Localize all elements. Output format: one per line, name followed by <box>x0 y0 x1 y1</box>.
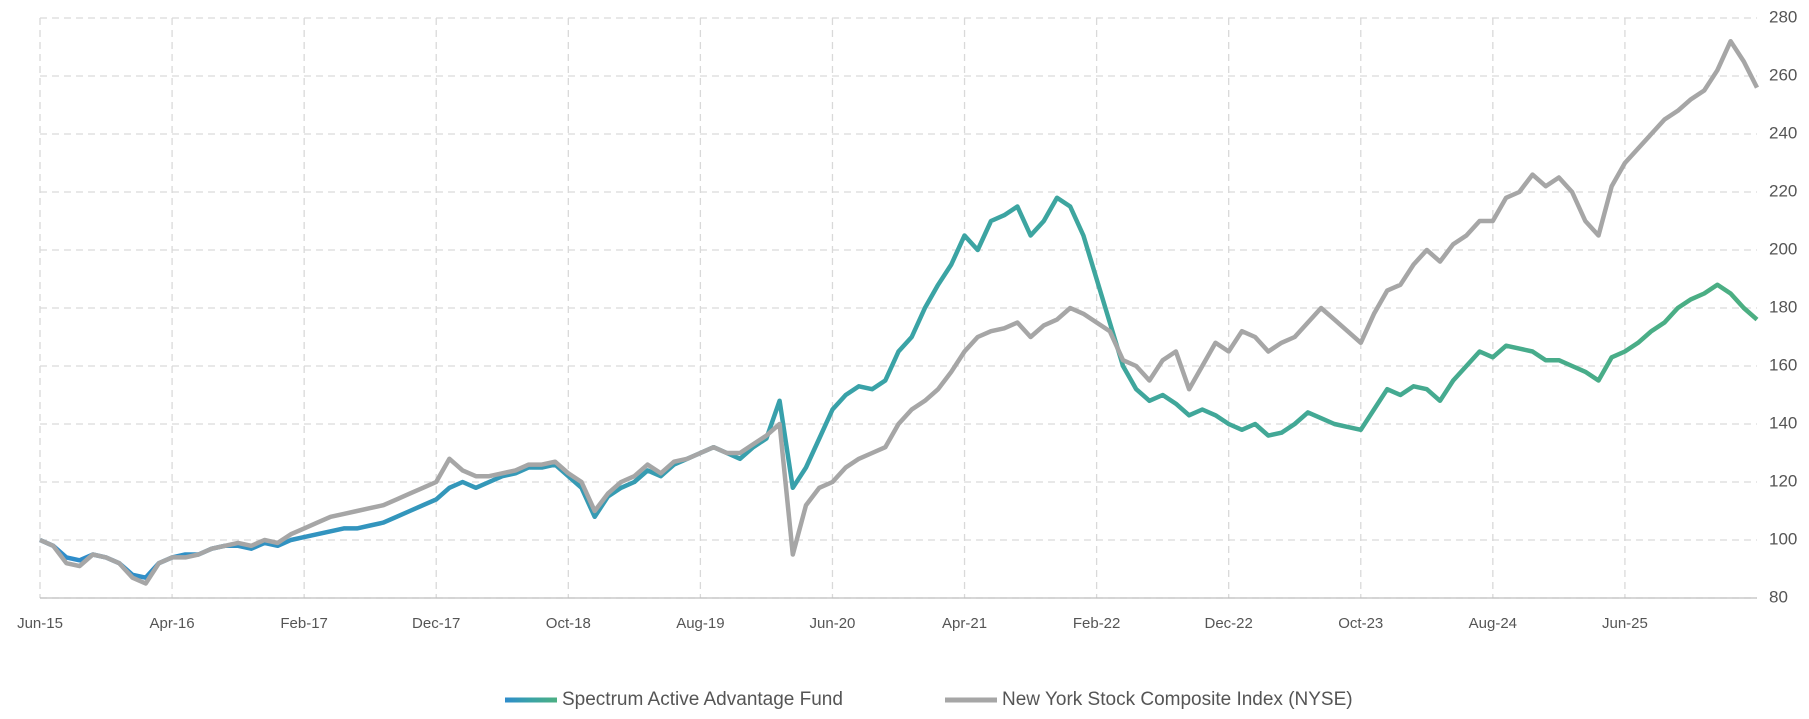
x-tick-label: Oct-18 <box>546 615 591 632</box>
x-tick-label: Dec-22 <box>1205 615 1253 632</box>
y-tick-label: 80 <box>1769 587 1788 606</box>
legend-label: Spectrum Active Advantage Fund <box>562 689 843 710</box>
y-tick-label: 260 <box>1769 65 1797 84</box>
y-tick-label: 140 <box>1769 413 1797 432</box>
y-tick-label: 220 <box>1769 181 1797 200</box>
x-tick-label: Dec-17 <box>412 615 460 632</box>
y-tick-label: 120 <box>1769 471 1797 490</box>
legend-swatch <box>945 697 997 703</box>
x-tick-label: Jun-15 <box>17 615 63 632</box>
x-tick-label: Aug-24 <box>1469 615 1517 632</box>
legend-swatch <box>505 697 557 703</box>
x-tick-label: Oct-23 <box>1338 615 1383 632</box>
x-tick-label: Jun-25 <box>1602 615 1648 632</box>
y-tick-label: 160 <box>1769 355 1797 374</box>
y-tick-label: 180 <box>1769 297 1797 316</box>
x-tick-label: Apr-16 <box>150 615 195 632</box>
x-tick-label: Jun-20 <box>810 615 856 632</box>
x-tick-label: Feb-17 <box>280 615 328 632</box>
y-tick-label: 100 <box>1769 529 1797 548</box>
x-tick-label: Apr-21 <box>942 615 987 632</box>
y-tick-label: 200 <box>1769 239 1797 258</box>
series-line <box>39 195 1759 580</box>
y-tick-label: 280 <box>1769 7 1797 26</box>
series-line <box>39 38 1760 586</box>
x-tick-label: Feb-22 <box>1073 615 1121 632</box>
legend-label: New York Stock Composite Index (NYSE) <box>1002 689 1353 710</box>
y-tick-label: 240 <box>1769 123 1797 142</box>
x-tick-label: Aug-19 <box>676 615 724 632</box>
